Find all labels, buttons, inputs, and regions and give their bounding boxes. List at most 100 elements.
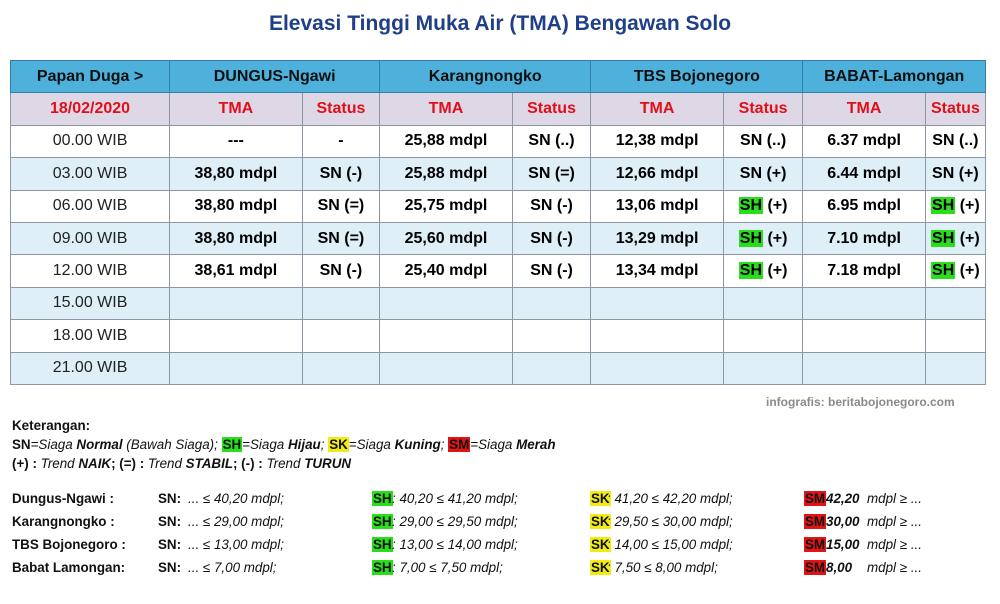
threshold-sn: SN:: [158, 560, 182, 575]
status-cell: [924, 286, 987, 321]
sk-badge: SK: [328, 437, 349, 452]
status-cell: SN (=): [301, 189, 381, 223]
tma-table: Papan Duga > DUNGUS-Ngawi Karangnongko T…: [9, 59, 987, 385]
time-cell: 00.00 WIB: [9, 124, 171, 159]
threshold-sm-num: 15,00: [826, 537, 860, 552]
tma-value-cell: 6.44 mdpl: [802, 157, 926, 191]
threshold-sh: SH: [372, 491, 393, 506]
status-cell: SN (-): [511, 254, 592, 288]
threshold-sh: SH: [372, 537, 393, 552]
threshold-sh-val: : 13,00 ≤ 14,00 mdpl;: [392, 537, 518, 552]
trend-text: (+): [763, 197, 788, 215]
threshold-sn-val: ... ≤ 40,20 mdpl;: [188, 491, 284, 506]
status-cell: SN (-): [511, 221, 592, 256]
sh-status-badge: SH: [931, 229, 956, 247]
table-row: 21.00 WIB: [9, 351, 987, 385]
status-cell: [722, 351, 804, 385]
threshold-sh: SH: [372, 560, 393, 575]
status-header: Status: [722, 92, 804, 126]
tma-value-cell: 38,80 mdpl: [169, 221, 303, 256]
tma-value-cell: 6.37 mdpl: [802, 124, 926, 159]
table-row: 03.00 WIB 38,80 mdpl SN (-) 25,88 mdpl SN (=…: [9, 157, 987, 191]
credit-text: infografis: beritabojonegoro.com: [766, 395, 955, 409]
threshold-sm-num: 42,20: [826, 491, 860, 506]
trend-text: (+): [955, 262, 980, 280]
status-cell: [511, 351, 592, 385]
threshold-sn-val: ... ≤ 13,00 mdpl;: [188, 537, 284, 552]
status-header: Status: [511, 92, 592, 126]
table-row: 18.00 WIB: [9, 319, 987, 353]
status-cell: SN (..): [924, 124, 987, 159]
status-cell: SH (+): [722, 254, 804, 288]
tma-value-cell: [590, 351, 724, 385]
sh-status-badge: SH: [738, 197, 764, 215]
tma-value-cell: 25,88 mdpl: [379, 124, 513, 159]
status-header: Status: [301, 92, 381, 126]
status-cell: [924, 319, 987, 353]
status-header: Status: [924, 92, 987, 126]
tma-value-cell: 13,06 mdpl: [590, 189, 724, 223]
table-row: 12.00 WIB 38,61 mdpl SN (-) 25,40 mdpl SN (-…: [9, 254, 987, 288]
tma-value-cell: [169, 351, 303, 385]
threshold-sh-val: : 40,20 ≤ 41,20 mdpl;: [392, 491, 518, 506]
page-title: Elevasi Tinggi Muka Air (TMA) Bengawan S…: [268, 12, 732, 35]
tma-value-cell: 13,29 mdpl: [590, 221, 724, 256]
station-header-row: Papan Duga > DUNGUS-Ngawi Karangnongko T…: [9, 59, 986, 94]
threshold-sk-val: : 14,00 ≤ 15,00 mdpl;: [607, 537, 733, 552]
tma-value-cell: [802, 351, 926, 385]
status-cell: SH (+): [924, 254, 987, 288]
status-cell: [301, 286, 381, 321]
tma-value-cell: 25,75 mdpl: [379, 189, 513, 223]
table-row: 06.00 WIB 38,80 mdpl SN (=) 25,75 mdpl SN (-…: [9, 189, 987, 223]
status-cell: [511, 286, 592, 321]
status-cell: SN (-): [301, 254, 381, 288]
column-header-row: 18/02/2020 TMA Status TMA Status TMA Sta…: [9, 92, 987, 126]
threshold-name: Dungus-Ngawi :: [12, 491, 114, 506]
tma-value-cell: 6.95 mdpl: [802, 189, 926, 223]
sh-badge: SH: [221, 437, 243, 452]
threshold-sn: SN:: [158, 514, 182, 529]
sh-status-badge: SH: [738, 262, 764, 280]
time-cell: 03.00 WIB: [9, 157, 171, 191]
threshold-sm-rest: mdpl ≥ ...: [867, 537, 922, 552]
sh-status-badge: SH: [738, 229, 764, 247]
status-cell: SN (+): [722, 157, 804, 191]
sh-status-badge: SH: [931, 262, 956, 280]
trend-text: (+): [763, 262, 788, 280]
threshold-sn-val: ... ≤ 7,00 mdpl;: [188, 560, 277, 575]
status-cell: [301, 351, 381, 385]
sm-badge: SM: [448, 437, 471, 452]
tma-header: TMA: [379, 92, 513, 126]
sh-status-badge: SH: [931, 197, 956, 215]
tma-value-cell: 38,80 mdpl: [169, 157, 303, 191]
threshold-sm-rest: mdpl ≥ ...: [867, 560, 922, 575]
threshold-sk-val: : 29,50 ≤ 30,00 mdpl;: [607, 514, 733, 529]
status-cell: SH (+): [722, 221, 804, 256]
status-cell: [301, 319, 381, 353]
threshold-name: Babat Lamongan:: [12, 560, 126, 575]
threshold-sm-num: 8,00: [826, 560, 853, 575]
threshold-sn-val: ... ≤ 29,00 mdpl;: [188, 514, 284, 529]
time-cell: 21.00 WIB: [9, 351, 171, 385]
tma-header: TMA: [169, 92, 303, 126]
tma-header: TMA: [802, 92, 926, 126]
time-cell: 15.00 WIB: [9, 286, 171, 321]
tma-value-cell: 25,40 mdpl: [379, 254, 513, 288]
threshold-sm: SM: [804, 537, 827, 552]
threshold-sn: SN:: [158, 537, 182, 552]
table-row: 15.00 WIB: [9, 286, 987, 321]
threshold-sk: SK: [590, 537, 611, 552]
status-cell: SN (=): [511, 157, 592, 191]
legend-heading: Keterangan:: [12, 418, 91, 433]
threshold-sk-val: : 7,50 ≤ 8,00 mdpl;: [607, 560, 718, 575]
station-dungus: DUNGUS-Ngawi: [169, 59, 381, 94]
station-karangnongko: Karangnongko: [379, 59, 592, 94]
tma-value-cell: [802, 319, 926, 353]
tma-value-cell: 12,66 mdpl: [590, 157, 724, 191]
table-body: 00.00 WIB --- -25,88 mdpl SN (..) 12,38 mdpl…: [9, 124, 987, 385]
status-cell: SN (-): [301, 157, 381, 191]
status-cell: -: [301, 124, 381, 159]
threshold-sh: SH: [372, 514, 393, 529]
trend-text: (+): [763, 229, 788, 247]
status-cell: [924, 351, 987, 385]
